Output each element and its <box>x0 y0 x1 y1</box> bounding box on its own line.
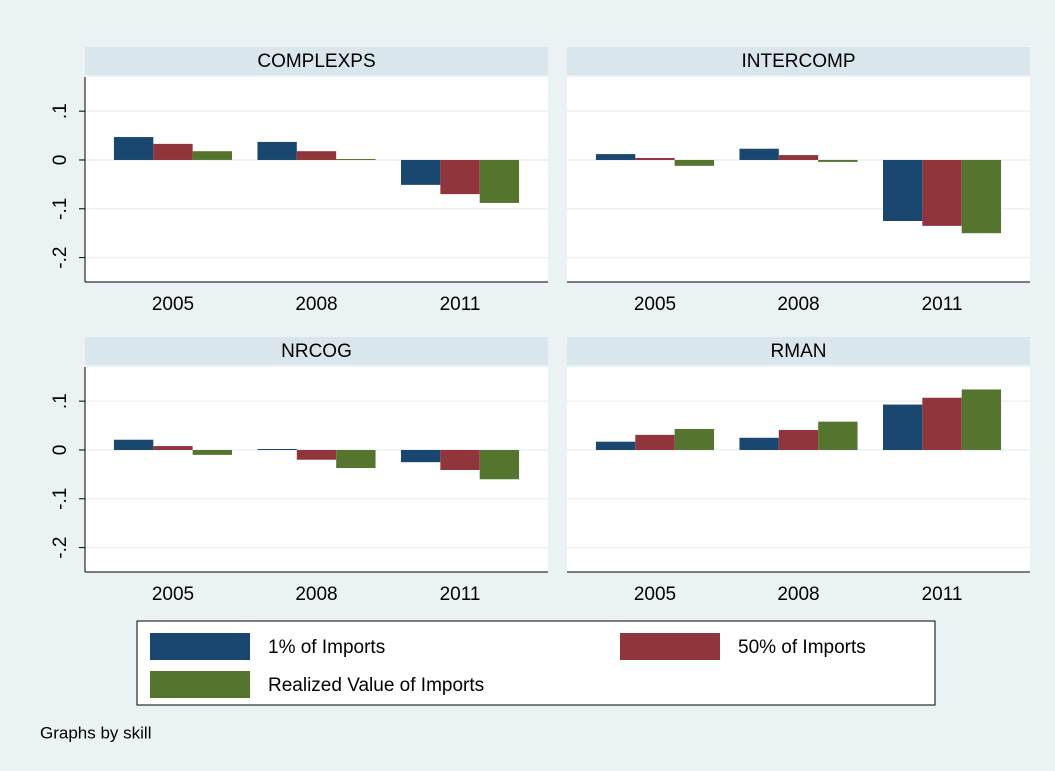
bar <box>153 446 193 450</box>
bar <box>922 159 962 226</box>
bar <box>674 428 715 450</box>
facet-title: COMPLEXPS <box>257 51 375 72</box>
facet-title: INTERCOMP <box>742 51 856 72</box>
legend-swatch <box>150 671 250 698</box>
bar <box>778 155 819 160</box>
y-tick-label: 0 <box>50 155 71 166</box>
bar <box>778 429 819 450</box>
x-tick-label: 2008 <box>777 584 819 605</box>
bar <box>595 154 636 160</box>
legend-swatch <box>620 633 720 660</box>
bar <box>961 389 1002 450</box>
bar <box>400 159 441 185</box>
bar <box>153 143 193 160</box>
facet-strip <box>85 47 548 75</box>
note: Graphs by skill <box>40 723 151 742</box>
bar <box>818 421 858 450</box>
bar <box>257 449 297 450</box>
y-tick-label: -.1 <box>50 198 71 220</box>
y-tick-label: -.2 <box>50 537 71 559</box>
bar <box>296 151 337 160</box>
legend-label: 1% of Imports <box>268 637 385 658</box>
legend-label: 50% of Imports <box>738 637 866 658</box>
bar <box>192 449 233 455</box>
bar <box>818 159 858 162</box>
x-tick-label: 2011 <box>440 294 481 315</box>
facet-strip <box>85 337 548 365</box>
y-tick-label: .1 <box>50 103 71 119</box>
x-tick-label: 2008 <box>295 584 337 605</box>
bar <box>192 151 233 160</box>
legend-box <box>136 620 936 706</box>
x-tick-label: 2011 <box>922 294 963 315</box>
bar <box>479 449 520 480</box>
bar <box>635 158 675 160</box>
facet-title: NRCOG <box>281 341 352 362</box>
y-tick-label: -.2 <box>50 247 71 269</box>
bar <box>113 137 154 160</box>
facet-strip <box>567 337 1030 365</box>
bar <box>674 159 715 166</box>
bar <box>479 159 520 203</box>
legend-label: Realized Value of Imports <box>268 675 484 696</box>
bar <box>336 449 376 469</box>
bar <box>400 449 441 463</box>
x-tick-label: 2005 <box>634 584 676 605</box>
y-tick-label: .1 <box>50 393 71 409</box>
y-tick-label: 0 <box>50 445 71 456</box>
facet-strip <box>567 47 1030 75</box>
bar <box>922 397 962 450</box>
bar <box>635 434 675 450</box>
bar <box>336 159 376 160</box>
x-tick-label: 2008 <box>777 294 819 315</box>
bar <box>113 439 154 450</box>
x-tick-label: 2005 <box>152 584 194 605</box>
bar <box>739 437 779 450</box>
bar <box>595 441 636 450</box>
legend-swatch <box>150 633 250 660</box>
x-tick-label: 2008 <box>295 294 337 315</box>
bar <box>882 404 923 450</box>
x-tick-label: 2011 <box>440 584 481 605</box>
bar <box>440 159 480 195</box>
bar <box>739 148 779 160</box>
y-tick-label: -.1 <box>50 488 71 510</box>
bar <box>440 449 480 470</box>
x-tick-label: 2005 <box>634 294 676 315</box>
x-tick-label: 2011 <box>922 584 963 605</box>
bar <box>961 159 1002 234</box>
x-tick-label: 2005 <box>152 294 194 315</box>
bar <box>882 159 923 221</box>
bar <box>296 449 337 460</box>
bar <box>257 141 297 160</box>
facet-title: RMAN <box>771 341 827 362</box>
